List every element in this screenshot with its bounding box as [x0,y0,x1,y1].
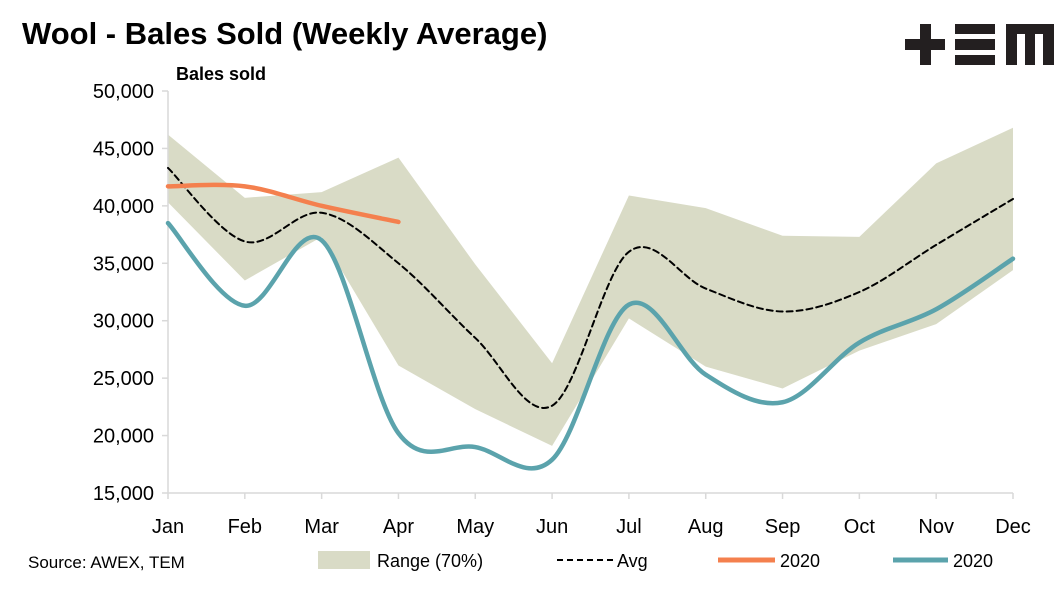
series-2020-teal-line [165,220,1016,471]
x-tick-label: Sep [765,516,801,538]
range-band [168,127,1013,446]
x-tick-label: Jul [616,516,642,538]
x-tick-label: Mar [304,516,339,538]
x-tick-label: Dec [995,516,1031,538]
y-tick-label: 50,000 [93,81,154,103]
source-note: Source: AWEX, TEM [28,553,185,572]
legend-range-label: Range (70%) [377,551,483,571]
legend-teal-label: 2020 [953,551,993,571]
x-tick-label: Feb [228,516,262,538]
x-tick-label: Apr [383,516,414,538]
chart-title: Wool - Bales Sold (Weekly Average) [22,16,548,51]
y-axis-label: Bales sold [176,64,267,84]
legend-range-swatch [318,551,370,569]
avg-line [167,166,1014,409]
y-tick-label: 15,000 [93,483,154,505]
x-tick-label: Aug [688,516,724,538]
y-tick-label: 35,000 [93,253,154,275]
x-tick-label: Oct [844,516,876,538]
y-tick-label: 45,000 [93,138,154,160]
y-tick-label: 40,000 [93,196,154,218]
series-2020-orange-line [165,182,401,225]
x-tick-label: Jan [152,516,184,538]
legend-avg-label: Avg [617,551,648,571]
y-tick-label: 30,000 [93,311,154,333]
x-tick-label: Nov [918,516,954,538]
y-tick-label: 20,000 [93,426,154,448]
x-tick-label: Jun [536,516,568,538]
x-tick-label: May [456,516,494,538]
y-tick-label: 25,000 [93,368,154,390]
legend-orange-label: 2020 [780,551,820,571]
